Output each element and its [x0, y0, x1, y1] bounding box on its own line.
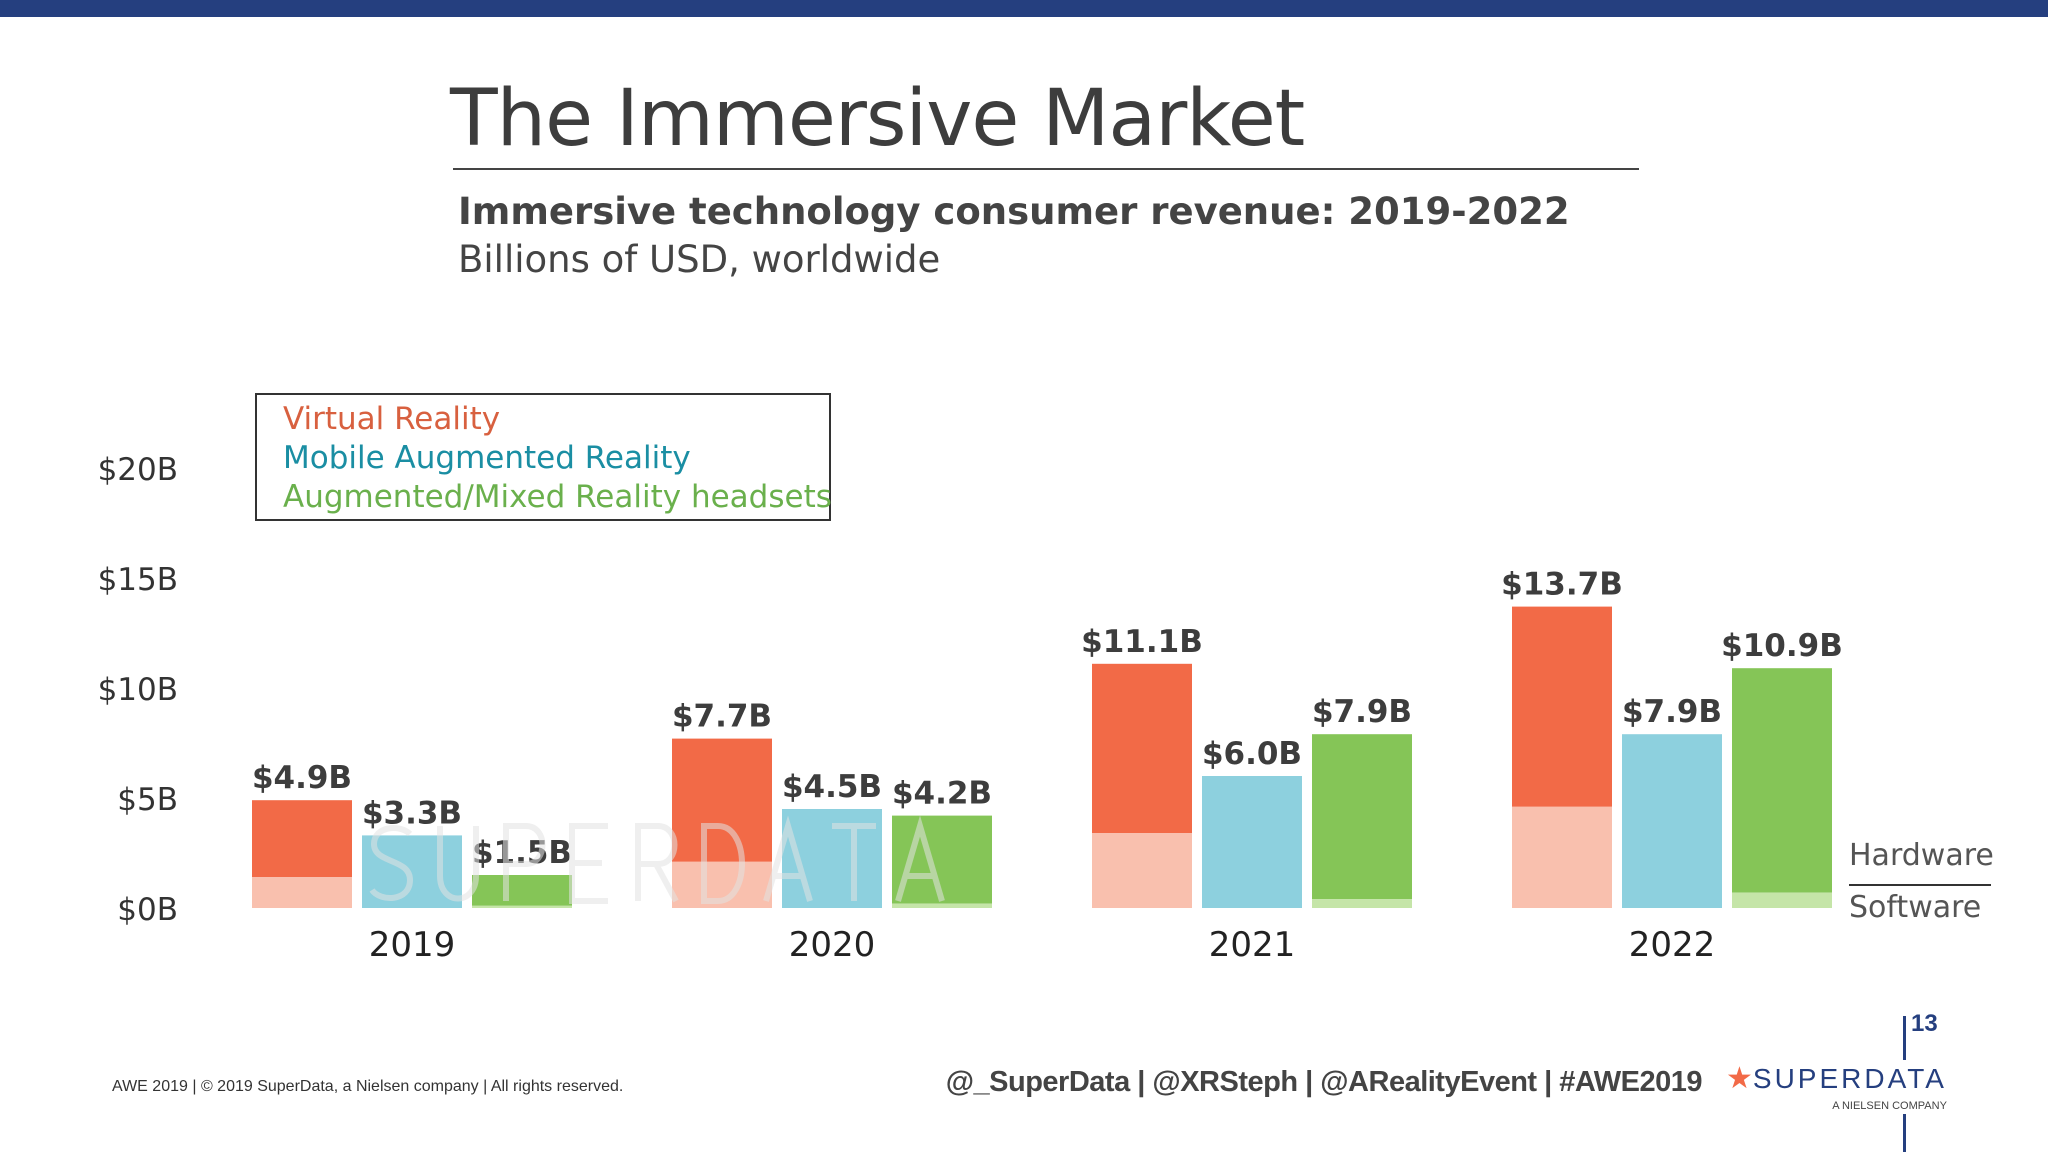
watermark-letter: [569, 823, 608, 904]
data-label: $7.9B: [1312, 694, 1412, 730]
bar-hardware: [1312, 734, 1412, 900]
hardware-label: Hardware: [1849, 838, 1994, 873]
bar-software: [1622, 734, 1722, 908]
watermark-letter: [701, 823, 745, 904]
data-label: $13.7B: [1501, 567, 1623, 603]
logo-subtitle: A NIELSEN COMPANY: [1832, 1100, 1947, 1112]
bar-hardware: [472, 875, 572, 906]
star-icon: ★: [1726, 1061, 1753, 1096]
watermark-letter: [437, 826, 479, 902]
bar-hardware: [252, 800, 352, 878]
y-tick-label: $10B: [97, 672, 178, 708]
hardware-software-divider: [1849, 884, 1991, 886]
software-label: Software: [1849, 890, 1982, 925]
bar-software: [472, 905, 572, 908]
bar-software: [1202, 776, 1302, 908]
page-divider: [1903, 1114, 1906, 1152]
watermark-letter: [763, 815, 813, 902]
footer-handles: @_SuperData | @XRSteph | @ARealityEvent …: [945, 1066, 1703, 1098]
chart-subtitle: Billions of USD, worldwide: [458, 238, 941, 281]
data-label: $4.9B: [252, 760, 352, 796]
data-label: $7.9B: [1622, 694, 1722, 730]
logo-name: SUPERDATA: [1752, 1063, 1947, 1094]
slide-title: The Immersive Market: [450, 74, 1305, 164]
y-tick-label: $15B: [97, 562, 178, 598]
bar-hardware: [1512, 606, 1612, 807]
watermark-letter: [369, 825, 414, 902]
bar-software: [1092, 833, 1192, 908]
legend-mobile-ar: Mobile Augmented Reality: [283, 440, 691, 476]
legend-virtual-reality: Virtual Reality: [283, 401, 501, 437]
watermark-letter: [895, 815, 945, 902]
bar-hardware: [672, 738, 772, 862]
legend: Virtual Reality Mobile Augmented Reality…: [255, 393, 832, 521]
x-tick-label: 2019: [368, 925, 456, 965]
page-divider: [1903, 1016, 1906, 1060]
y-tick-label: $5B: [117, 782, 178, 818]
chart-title: Immersive technology consumer revenue: 2…: [458, 190, 1570, 233]
bar-software: [1512, 806, 1612, 908]
y-tick-label: $0B: [117, 892, 178, 928]
data-label: $4.5B: [782, 769, 882, 805]
bar-software: [1732, 892, 1832, 908]
bar-hardware: [1092, 663, 1192, 834]
x-tick-label: 2020: [788, 925, 876, 965]
bar-software: [1312, 899, 1412, 908]
x-tick-label: 2022: [1628, 925, 1716, 965]
data-label: $4.2B: [892, 776, 992, 812]
legend-ar-mr-headsets: Augmented/Mixed Reality headsets: [283, 479, 832, 515]
data-label: $10.9B: [1721, 628, 1843, 664]
data-label: $3.3B: [362, 795, 462, 831]
x-tick-label: 2021: [1208, 925, 1296, 965]
watermark-letter: [832, 823, 876, 901]
top-bar: [0, 0, 2048, 17]
watermark-letter: [635, 823, 679, 903]
watermark-letter: [503, 823, 546, 901]
bar-hardware: [1732, 668, 1832, 893]
title-underline: [453, 168, 1639, 170]
superdata-logo: ★SUPERDATA A NIELSEN COMPANY: [1726, 1061, 1947, 1113]
bar-software: [892, 903, 992, 908]
footer-copyright: AWE 2019 | © 2019 SuperData, a Nielsen c…: [112, 1078, 624, 1095]
y-tick-label: $20B: [97, 452, 178, 488]
data-label: $7.7B: [672, 699, 772, 735]
data-label: $6.0B: [1202, 736, 1302, 772]
data-label: $11.1B: [1081, 624, 1203, 660]
bar-software: [252, 877, 352, 908]
page-number: 13: [1911, 1010, 1938, 1037]
